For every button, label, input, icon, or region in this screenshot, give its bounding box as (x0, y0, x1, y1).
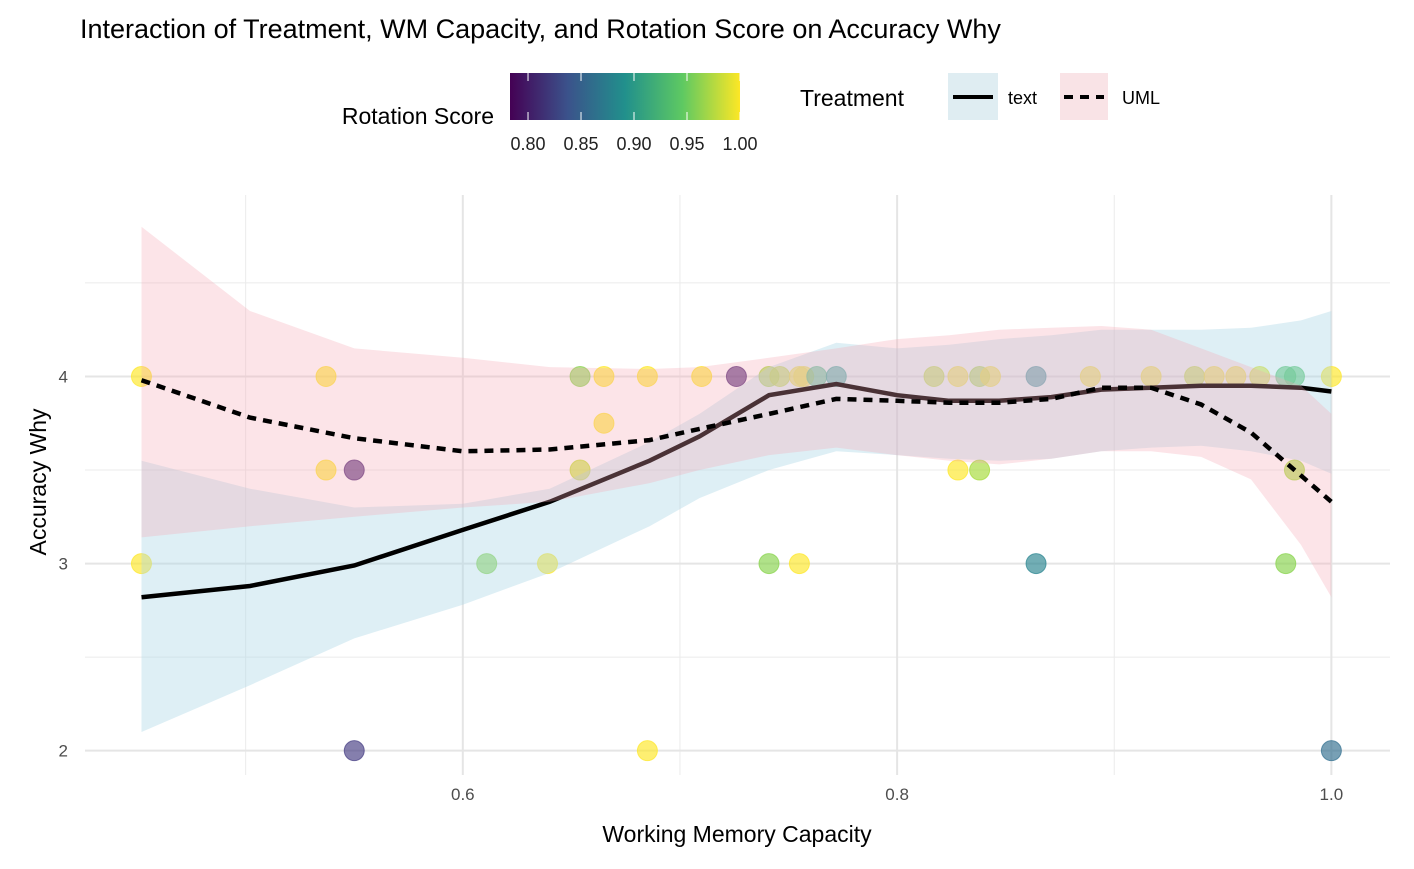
confidence-band-text (141, 311, 1332, 732)
treatment-legend-title: Treatment (800, 85, 905, 111)
data-point (130, 553, 152, 575)
data-point (1079, 365, 1101, 387)
data-point (923, 365, 945, 387)
data-point (636, 365, 658, 387)
x-tick-label: 0.8 (885, 785, 909, 804)
y-axis-label: Accuracy Why (25, 408, 51, 555)
confidence-band-uml (141, 226, 1332, 598)
data-point (476, 553, 498, 575)
x-axis-label: Working Memory Capacity (602, 821, 872, 847)
colorbar-tick-label: 1.00 (722, 134, 757, 154)
data-point (1025, 553, 1047, 575)
data-point (593, 412, 615, 434)
data-point (947, 459, 969, 481)
smooth-line-text (141, 381, 1332, 600)
color-legend-title: Rotation Score (342, 103, 494, 129)
data-point (315, 365, 337, 387)
data-point (569, 365, 591, 387)
data-point (691, 365, 713, 387)
colorbar (510, 73, 740, 120)
data-point (825, 365, 847, 387)
data-point (979, 365, 1001, 387)
data-point (343, 459, 365, 481)
x-tick-label: 0.6 (451, 785, 475, 804)
legend-label-uml: UML (1122, 88, 1160, 108)
data-point (1275, 553, 1297, 575)
data-point (343, 740, 365, 762)
data-point (1320, 740, 1342, 762)
data-point (537, 553, 559, 575)
legend-label-text: text (1008, 88, 1037, 108)
smooth-line-uml (140, 378, 1333, 504)
y-tick-label: 3 (59, 555, 68, 574)
y-tick-label: 4 (59, 367, 68, 386)
data-point (1320, 365, 1342, 387)
data-point (969, 459, 991, 481)
data-point (788, 553, 810, 575)
y-tick-label: 2 (59, 742, 68, 761)
data-point (593, 365, 615, 387)
data-point (725, 365, 747, 387)
x-tick-label: 1.0 (1320, 785, 1344, 804)
data-point (947, 365, 969, 387)
data-point (1025, 365, 1047, 387)
data-point (569, 459, 591, 481)
colorbar-tick-label: 0.85 (563, 134, 598, 154)
data-point (315, 459, 337, 481)
data-point (636, 740, 658, 762)
chart-title: Interaction of Treatment, WM Capacity, a… (80, 14, 1001, 44)
colorbar-tick-label: 0.95 (669, 134, 704, 154)
colorbar-tick-label: 0.90 (616, 134, 651, 154)
colorbar-tick-label: 0.80 (510, 134, 545, 154)
data-point (758, 553, 780, 575)
